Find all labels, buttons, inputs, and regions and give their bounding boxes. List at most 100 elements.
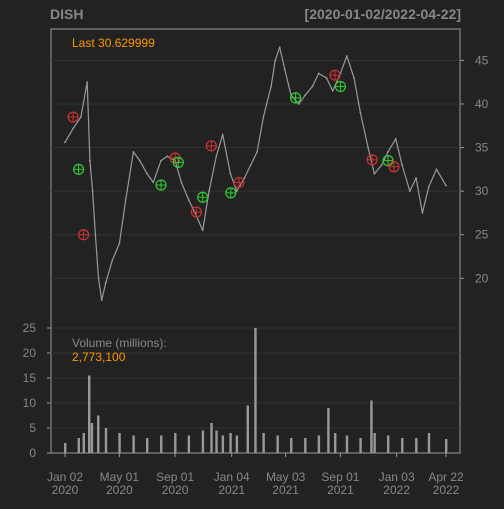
volume-bar (215, 430, 218, 453)
volume-bar (317, 435, 321, 453)
price-point (283, 68, 286, 70)
volume-bars (64, 328, 448, 453)
price-point (445, 184, 447, 187)
x-tick-label-year: 2021 (218, 483, 245, 497)
volume-bar (210, 423, 213, 453)
price-point (64, 141, 66, 144)
price-point (270, 85, 273, 88)
price-point (421, 212, 424, 214)
buy-marker (382, 155, 394, 167)
volume-y-axis: 0 5 10 15 20 25 (23, 321, 51, 460)
volume-bar (334, 433, 337, 453)
price-point (373, 172, 376, 175)
x-tick-label-year: 2022 (433, 483, 460, 497)
sell-marker (77, 229, 90, 241)
sell-marker (388, 161, 400, 173)
sell-marker (190, 206, 202, 218)
price-point (152, 181, 155, 184)
x-tick-label-month: Sep 01 (321, 470, 359, 484)
price-point (91, 190, 94, 193)
price-point (94, 233, 97, 236)
volume-bar (359, 438, 362, 453)
price-series (64, 46, 447, 302)
sell-marker (329, 69, 341, 81)
sell-marker (366, 154, 378, 166)
volume-y-tick-label: 20 (23, 346, 37, 360)
price-point (408, 190, 411, 193)
volume-bar (174, 433, 177, 453)
volume-bar (88, 375, 91, 453)
price-point (435, 168, 438, 171)
x-tick-label-month: Jan 03 (379, 470, 415, 484)
volume-bar (304, 438, 307, 453)
date-range-title: [2020-01-02/2022-04-22] (305, 6, 461, 22)
volume-bar (327, 408, 330, 453)
price-point (278, 46, 281, 49)
volume-bar (77, 438, 80, 453)
buy-marker (225, 187, 237, 199)
volume-bar (201, 430, 205, 453)
volume-bar (373, 433, 376, 453)
volume-label: Volume (millions): (72, 336, 167, 350)
price-point (262, 116, 265, 118)
price-point (166, 155, 169, 158)
price-point (415, 177, 417, 179)
price-point (201, 229, 204, 232)
price-point (311, 85, 314, 88)
price-line (64, 46, 447, 301)
price-y-tick-label: 45 (475, 53, 489, 67)
price-point (367, 146, 369, 149)
price-point (187, 198, 190, 201)
price-point (380, 164, 383, 166)
volume-bar (276, 435, 279, 453)
price-point (124, 198, 127, 201)
price-point (160, 159, 162, 162)
price-point (249, 164, 252, 166)
price-y-tick-label: 25 (475, 228, 489, 242)
price-point (274, 59, 277, 62)
price-point (256, 151, 258, 153)
volume-bar (427, 433, 431, 453)
volume-bar (145, 438, 149, 453)
price-point (297, 103, 300, 105)
volume-bar (445, 439, 448, 453)
price-point (345, 55, 348, 57)
volume-bar (254, 328, 257, 453)
volume-y-tick-label: 25 (23, 321, 37, 335)
volume-bar (235, 435, 239, 453)
volume-bar (262, 433, 265, 453)
price-point (118, 242, 121, 245)
price-point (359, 111, 362, 114)
symbol-title: DISH (50, 6, 83, 22)
volume-bar (132, 435, 135, 453)
buy-marker (72, 163, 85, 175)
price-point (394, 137, 397, 140)
volume-bar (90, 423, 94, 453)
x-tick-label-month: May 03 (266, 470, 306, 484)
volume-bar (246, 405, 249, 453)
volume-bar (229, 433, 232, 453)
price-point (79, 116, 82, 118)
sell-marker (205, 140, 217, 152)
price-point (180, 181, 183, 184)
volume-bar (415, 438, 418, 453)
x-tick-label-year: 2021 (327, 483, 354, 497)
price-point (304, 94, 307, 97)
price-point (111, 259, 114, 262)
x-tick-label-month: Apr 22 (428, 470, 464, 484)
price-y-tick-label: 40 (475, 97, 489, 111)
price-point (387, 151, 389, 153)
volume-bar (221, 435, 225, 453)
volume-bar (97, 415, 100, 453)
price-point (317, 72, 320, 75)
price-point (97, 277, 100, 280)
volume-bar (187, 435, 191, 453)
price-point (215, 155, 218, 158)
volume-bar (82, 433, 85, 453)
buy-marker (155, 179, 167, 191)
x-tick-label-month: May 01 (100, 470, 140, 484)
volume-bar (118, 433, 121, 453)
volume-bar (104, 428, 108, 453)
